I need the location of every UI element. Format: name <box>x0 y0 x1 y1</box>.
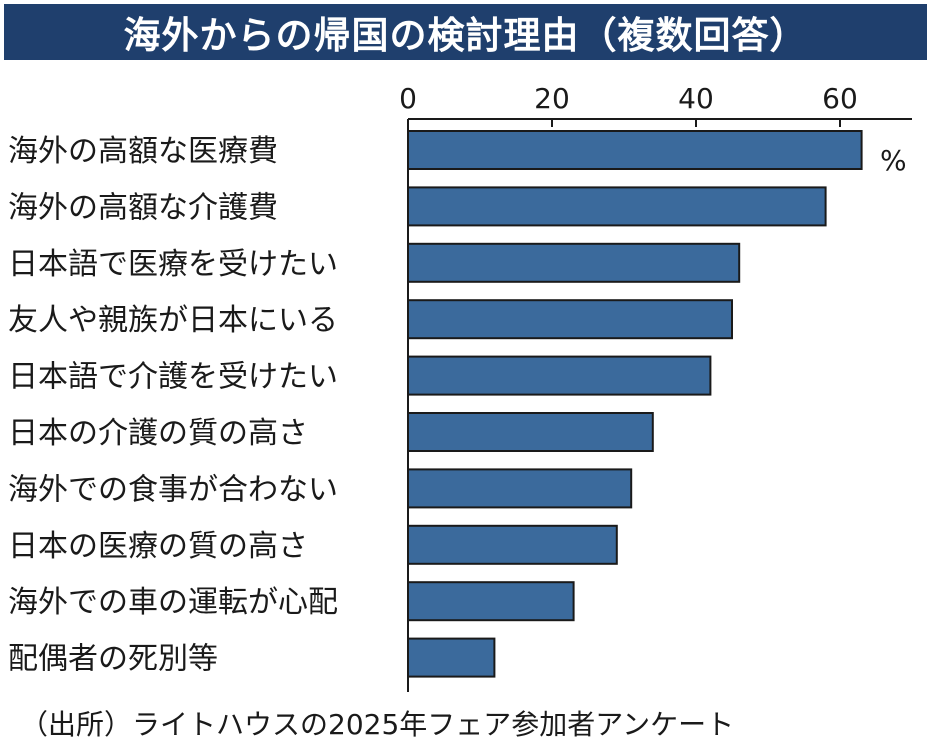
bar <box>407 412 654 452</box>
category-label: 友人や親族が日本にいる <box>8 303 338 338</box>
category-labels: 海外の高額な医療費海外の高額な介護費日本語で医療を受けたい友人や親族が日本にいる… <box>8 134 338 677</box>
bar <box>407 468 633 509</box>
unit-label: % <box>880 144 907 177</box>
source-note: （出所）ライトハウスの2025年フェア参加者アンケート <box>20 708 735 741</box>
bar <box>407 186 827 227</box>
bars <box>407 130 863 678</box>
bar <box>407 581 575 622</box>
x-tick-label: 0 <box>399 82 417 115</box>
category-label: 配偶者の死別等 <box>8 642 218 677</box>
x-tick-label: 40 <box>678 82 714 115</box>
category-label: 海外での車の運転が心配 <box>8 585 338 620</box>
bar <box>407 355 712 396</box>
category-label: 日本語で介護を受けたい <box>8 360 338 395</box>
category-label: 海外の高額な医療費 <box>8 134 278 169</box>
bar <box>407 637 496 678</box>
category-label: 日本語で医療を受けたい <box>8 247 338 282</box>
category-label: 日本の医療の質の高さ <box>8 529 308 564</box>
bar <box>407 130 863 170</box>
x-tick-label: 60 <box>822 82 858 115</box>
bar <box>407 242 741 283</box>
chart-title: 海外からの帰国の検討理由（複数回答） <box>123 14 808 57</box>
bar <box>407 524 618 565</box>
category-label: 海外の高額な介護費 <box>8 190 278 225</box>
title-bar: 海外からの帰国の検討理由（複数回答） <box>4 4 927 60</box>
category-label: 海外での食事が合わない <box>8 472 338 507</box>
x-axis: 0 20 40 60 <box>399 82 912 692</box>
category-label: 日本の介護の質の高さ <box>8 416 308 451</box>
bar <box>407 299 733 340</box>
x-tick-label: 20 <box>534 82 570 115</box>
